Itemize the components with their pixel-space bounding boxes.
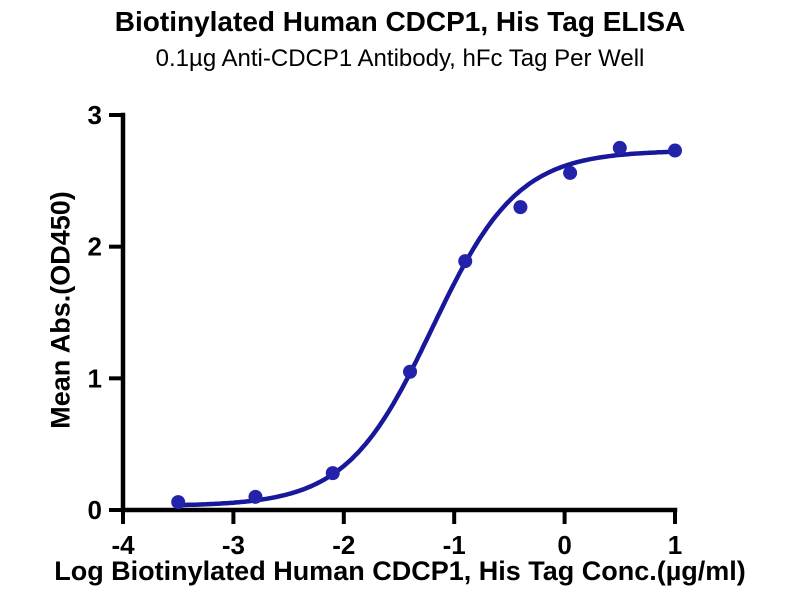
data-point <box>668 143 682 158</box>
chart-title: Biotinylated Human CDCP1, His Tag ELISA <box>114 6 686 37</box>
data-point <box>563 165 578 180</box>
x-tick-label: 1 <box>668 530 682 560</box>
data-point <box>171 495 186 510</box>
axis-spine <box>120 112 678 513</box>
chart-subtitle: 0.1µg Anti-CDCP1 Antibody, hFc Tag Per W… <box>155 45 645 72</box>
y-tick-label: 0 <box>88 495 102 525</box>
data-point <box>248 489 263 504</box>
x-axis-title: Log Biotinylated Human CDCP1, His Tag Co… <box>54 556 746 586</box>
data-point <box>513 200 528 215</box>
x-tick-label: -3 <box>222 530 245 560</box>
y-tick-label: 2 <box>88 232 102 262</box>
x-tick-label: -1 <box>443 530 466 560</box>
x-tick-label: 0 <box>557 530 571 560</box>
data-point <box>325 466 340 481</box>
data-point <box>403 364 418 379</box>
data-point <box>612 140 627 155</box>
fit-curve <box>175 149 678 508</box>
x-tick-label: -2 <box>332 530 355 560</box>
data-point <box>458 254 473 269</box>
x-tick-label: -4 <box>111 530 135 560</box>
y-tick-label: 3 <box>88 100 102 130</box>
y-tick-label: 1 <box>88 363 102 393</box>
